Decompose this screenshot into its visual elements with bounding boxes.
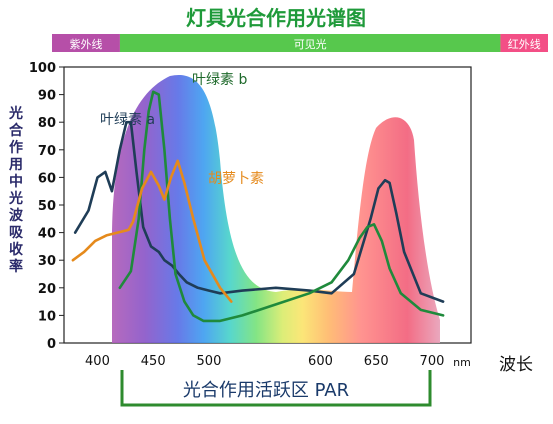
x-tick-label: 700	[420, 354, 445, 369]
spectrum-bands: 紫外线 可见光 红外线	[52, 34, 548, 52]
series-lines	[71, 90, 445, 323]
series-line-2	[71, 159, 233, 303]
y-tick-label: 100	[29, 61, 56, 76]
series-label-carotene: 胡萝卜素	[208, 171, 264, 187]
y-tick-label: 60	[38, 171, 56, 186]
band-label-2: 红外线	[508, 37, 541, 51]
series-line-0	[73, 120, 445, 303]
y-axis-label: 光合作用中光波吸收率	[8, 105, 24, 275]
y-tick-label: 10	[38, 309, 56, 324]
x-tick-label: 600	[308, 354, 333, 369]
x-tick-label: 450	[141, 354, 166, 369]
absorption-envelope	[112, 74, 440, 344]
series-line-1	[118, 90, 445, 323]
y-tick-label: 0	[47, 337, 56, 352]
band-1	[119, 34, 501, 52]
y-tick-label: 40	[38, 227, 56, 242]
x-axis-unit: nm	[453, 356, 471, 369]
series-label-chlorophyll-b: 叶绿素 b	[192, 72, 247, 88]
x-tick-label: 650	[364, 354, 389, 369]
chart-title: 灯具光合作用光谱图	[186, 6, 366, 30]
band-2	[500, 34, 548, 52]
band-label-1: 可见光	[294, 37, 327, 51]
par-label: 光合作用活跃区 PAR	[183, 380, 349, 401]
y-tick-label: 20	[38, 282, 56, 297]
y-tick-label: 80	[38, 116, 56, 131]
y-tick-label: 30	[38, 254, 56, 269]
x-axis: 400 450 500 600 650 700	[85, 354, 444, 369]
x-tick-label: 500	[197, 354, 222, 369]
y-axis: 0 10 20 30 40 50 60 70 80 90 100	[29, 61, 64, 352]
y-tick-label: 70	[38, 144, 56, 159]
x-tick-label: 400	[85, 354, 110, 369]
watermark: 嘉装 DIY 砖家	[246, 199, 354, 218]
y-tick-label: 50	[38, 199, 56, 214]
band-label-0: 紫外线	[69, 37, 102, 51]
par-bracket	[120, 370, 432, 407]
series-label-chlorophyll-a: 叶绿素 a	[100, 112, 155, 128]
band-0	[52, 34, 120, 52]
y-tick-label: 90	[38, 89, 56, 104]
x-axis-label: 波长	[499, 355, 533, 375]
